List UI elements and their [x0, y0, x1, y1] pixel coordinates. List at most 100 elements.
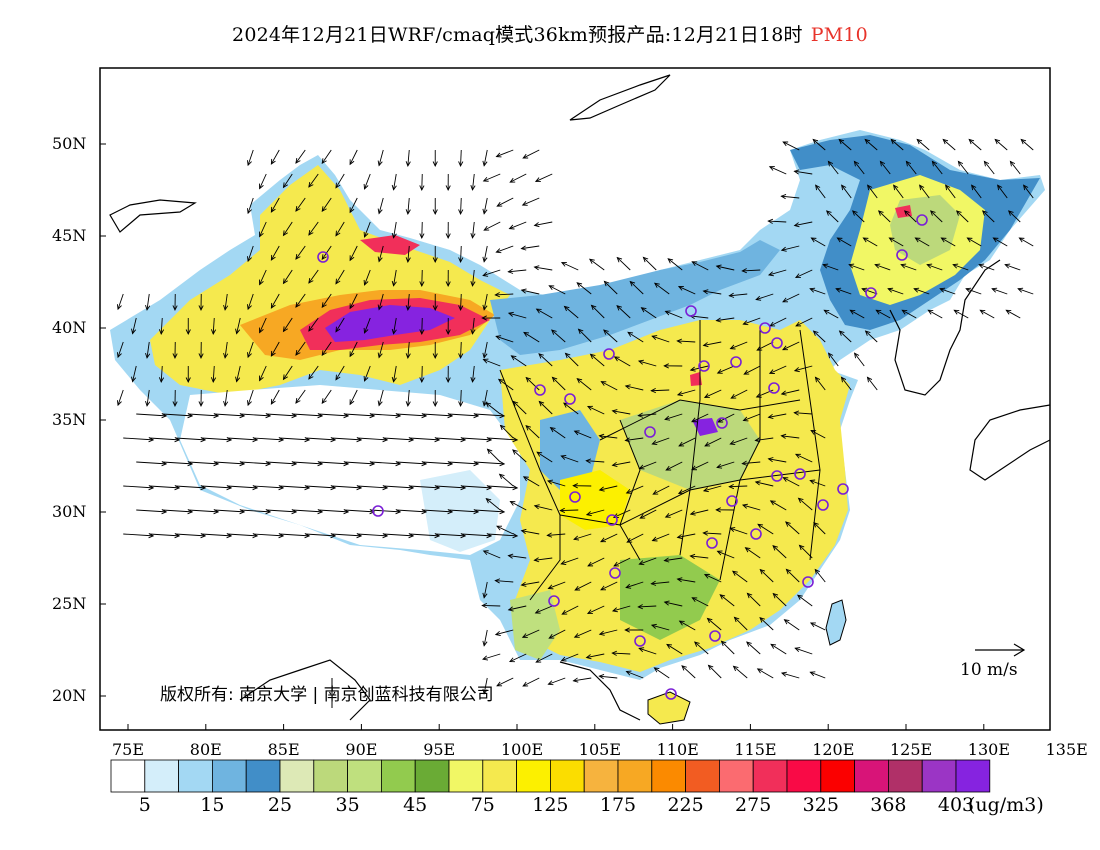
henan-purple — [692, 418, 718, 436]
colorbar-label: 15 — [200, 794, 225, 816]
city-marker — [726, 495, 738, 507]
x-tick-label: 110E — [656, 740, 699, 759]
x-tick-label: 75E — [112, 740, 145, 759]
colorbar-swatch — [955, 759, 991, 793]
indochina-coast — [239, 659, 371, 721]
city-marker — [768, 382, 780, 394]
dzungaria-red — [360, 235, 420, 255]
y-tick-label: 50N — [52, 134, 87, 153]
colorbar-label: 325 — [802, 794, 839, 816]
map-frame — [99, 67, 1051, 731]
wind-reference-label: 10 m/s — [960, 660, 1018, 680]
x-tick-label: 105E — [578, 740, 622, 759]
x-tick-label: 130E — [967, 740, 1011, 759]
copyright-notice: 版权所有: 南京大学 | 南京创蓝科技有限公司 — [160, 685, 494, 705]
japan-coast — [969, 404, 1050, 481]
colorbar-label: 35 — [335, 794, 360, 816]
title-text: 2024年12月21日WRF/cmaq模式36km预报产品:12月21日18时 — [232, 24, 803, 46]
city-marker — [709, 630, 721, 642]
city-marker — [534, 384, 546, 396]
city-marker — [564, 393, 576, 405]
city-marker — [896, 249, 908, 261]
city-marker — [372, 505, 384, 517]
colorbar-label: 25 — [267, 794, 293, 816]
colorbar-units: (ug/m3) — [968, 794, 1044, 816]
colorbar-label: 225 — [667, 794, 704, 816]
colorbar-swatch — [110, 759, 146, 793]
city-marker — [609, 567, 621, 579]
x-tick-label: 135E — [1045, 740, 1088, 759]
city-marker — [698, 360, 710, 372]
colorbar-swatch — [347, 759, 382, 793]
colorbar-swatch — [921, 759, 957, 793]
x-tick-label: 120E — [812, 740, 855, 759]
city-marker — [548, 595, 560, 607]
colorbar-swatch — [752, 759, 788, 793]
city-marker — [730, 356, 742, 368]
x-tick-label: 100E — [501, 740, 544, 759]
colorbar-swatch — [516, 759, 551, 793]
colorbar-swatch — [888, 759, 923, 793]
colorbar-swatch — [550, 759, 585, 793]
x-tick-label: 85E — [267, 740, 300, 759]
colorbar-swatch — [414, 759, 450, 793]
colorbar-swatch — [178, 759, 213, 793]
city-marker — [606, 514, 618, 526]
shanxi-red — [690, 372, 702, 386]
colorbar-swatch — [617, 759, 653, 793]
city-marker — [644, 426, 656, 438]
city-marker — [603, 348, 615, 360]
y-tick-label: 30N — [52, 502, 87, 521]
city-marker — [837, 483, 849, 495]
colorbar-label: 403 — [937, 794, 975, 816]
colorbar-swatch — [380, 759, 416, 793]
y-tick-label: 45N — [52, 226, 87, 245]
x-tick-label: 115E — [734, 740, 777, 759]
city-marker — [706, 537, 718, 549]
colorbar — [110, 759, 991, 793]
colorbar-swatch — [820, 759, 855, 793]
map-title: 2024年12月21日WRF/cmaq模式36km预报产品:12月21日18时 P… — [0, 20, 1100, 47]
north-blue-band — [490, 240, 780, 355]
harbin-red — [895, 205, 912, 218]
colorbar-swatch — [448, 759, 484, 793]
city-marker — [865, 287, 877, 299]
colorbar-swatch — [211, 759, 247, 793]
colorbar-label: 45 — [403, 794, 428, 816]
y-tick-label: 35N — [52, 410, 87, 429]
colorbar-swatch — [279, 759, 315, 793]
colorbar-swatch — [651, 759, 686, 793]
city-marker — [916, 214, 928, 226]
south-china-green — [620, 555, 720, 640]
taklamakan-purple — [325, 305, 455, 342]
colorbar-swatch — [313, 759, 348, 793]
hainan-island — [647, 691, 691, 725]
city-marker — [317, 251, 329, 263]
city-marker — [817, 499, 829, 511]
y-tick-label: 25N — [52, 594, 87, 613]
x-tick-label: 95E — [423, 740, 456, 759]
colorbar-swatch — [854, 759, 889, 793]
x-tick-label: 90E — [345, 740, 378, 759]
pollutant-label: PM10 — [810, 24, 868, 46]
central-china-green — [620, 400, 760, 490]
colorbar-swatch — [786, 759, 822, 793]
y-tick-label: 20N — [52, 686, 87, 705]
city-marker — [716, 417, 728, 429]
axis-ticks — [100, 143, 985, 730]
colorbar-label: 125 — [532, 794, 569, 816]
city-marker — [771, 470, 783, 482]
city-marker — [759, 322, 771, 334]
city-marker — [771, 337, 783, 349]
colorbar-swatch — [685, 759, 720, 793]
colorbar-label: 75 — [470, 794, 495, 816]
wind-vector-field — [116, 138, 1034, 695]
lake-baikal — [569, 74, 671, 121]
colorbar-label: 175 — [599, 794, 637, 816]
vietnam-coast — [559, 661, 641, 721]
taiwan-island — [825, 599, 847, 646]
city-marker — [802, 576, 814, 588]
x-tick-label: 125E — [890, 740, 933, 759]
balkhash-lake — [109, 199, 197, 233]
